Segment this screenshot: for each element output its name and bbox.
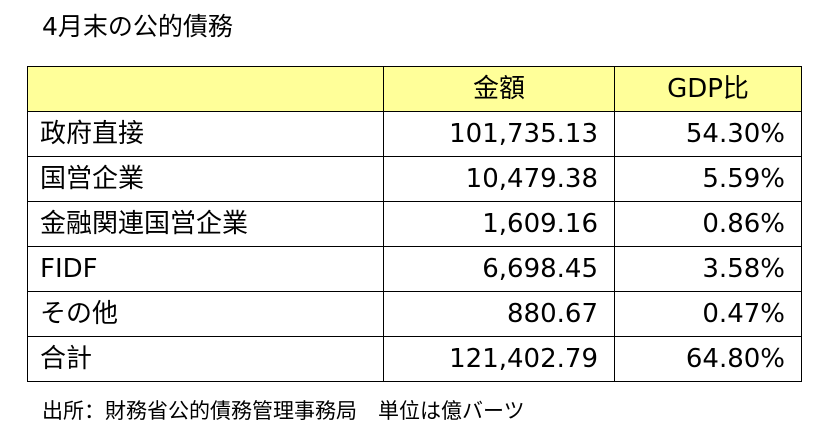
header-amount: 金額 [383,66,615,112]
page-title: 4月末の公的債務 [42,12,233,41]
row-gdp-ratio: 3.58% [614,246,802,292]
row-amount: 10,479.38 [383,156,615,202]
row-amount: 1,609.16 [383,201,615,247]
table-row: 金融関連国営企業 1,609.16 0.86% [27,201,802,247]
table-total-row: 合計 121,402.79 64.80% [27,336,802,382]
table-row: 国営企業 10,479.38 5.59% [27,156,802,202]
header-blank-cell [27,66,384,112]
row-label: 政府直接 [27,111,384,157]
table-row: FIDF 6,698.45 3.58% [27,246,802,292]
row-gdp-ratio: 0.47% [614,291,802,337]
total-label: 合計 [27,336,384,382]
row-gdp-ratio: 54.30% [614,111,802,157]
total-amount: 121,402.79 [383,336,615,382]
total-gdp-ratio: 64.80% [614,336,802,382]
row-label: その他 [27,291,384,337]
row-amount: 6,698.45 [383,246,615,292]
row-label: 国営企業 [27,156,384,202]
table-header-row: 金額 GDP比 [27,66,802,112]
table-row: 政府直接 101,735.13 54.30% [27,111,802,157]
row-label: 金融関連国営企業 [27,201,384,247]
row-gdp-ratio: 5.59% [614,156,802,202]
row-amount: 880.67 [383,291,615,337]
public-debt-table: 金額 GDP比 政府直接 101,735.13 54.30% 国営企業 10,4… [27,66,802,382]
header-gdp-ratio: GDP比 [614,66,802,112]
source-note: 出所：財務省公的債務管理事務局 単位は億バーツ [42,399,525,423]
table-row: その他 880.67 0.47% [27,291,802,337]
row-label: FIDF [27,246,384,292]
row-amount: 101,735.13 [383,111,615,157]
row-gdp-ratio: 0.86% [614,201,802,247]
